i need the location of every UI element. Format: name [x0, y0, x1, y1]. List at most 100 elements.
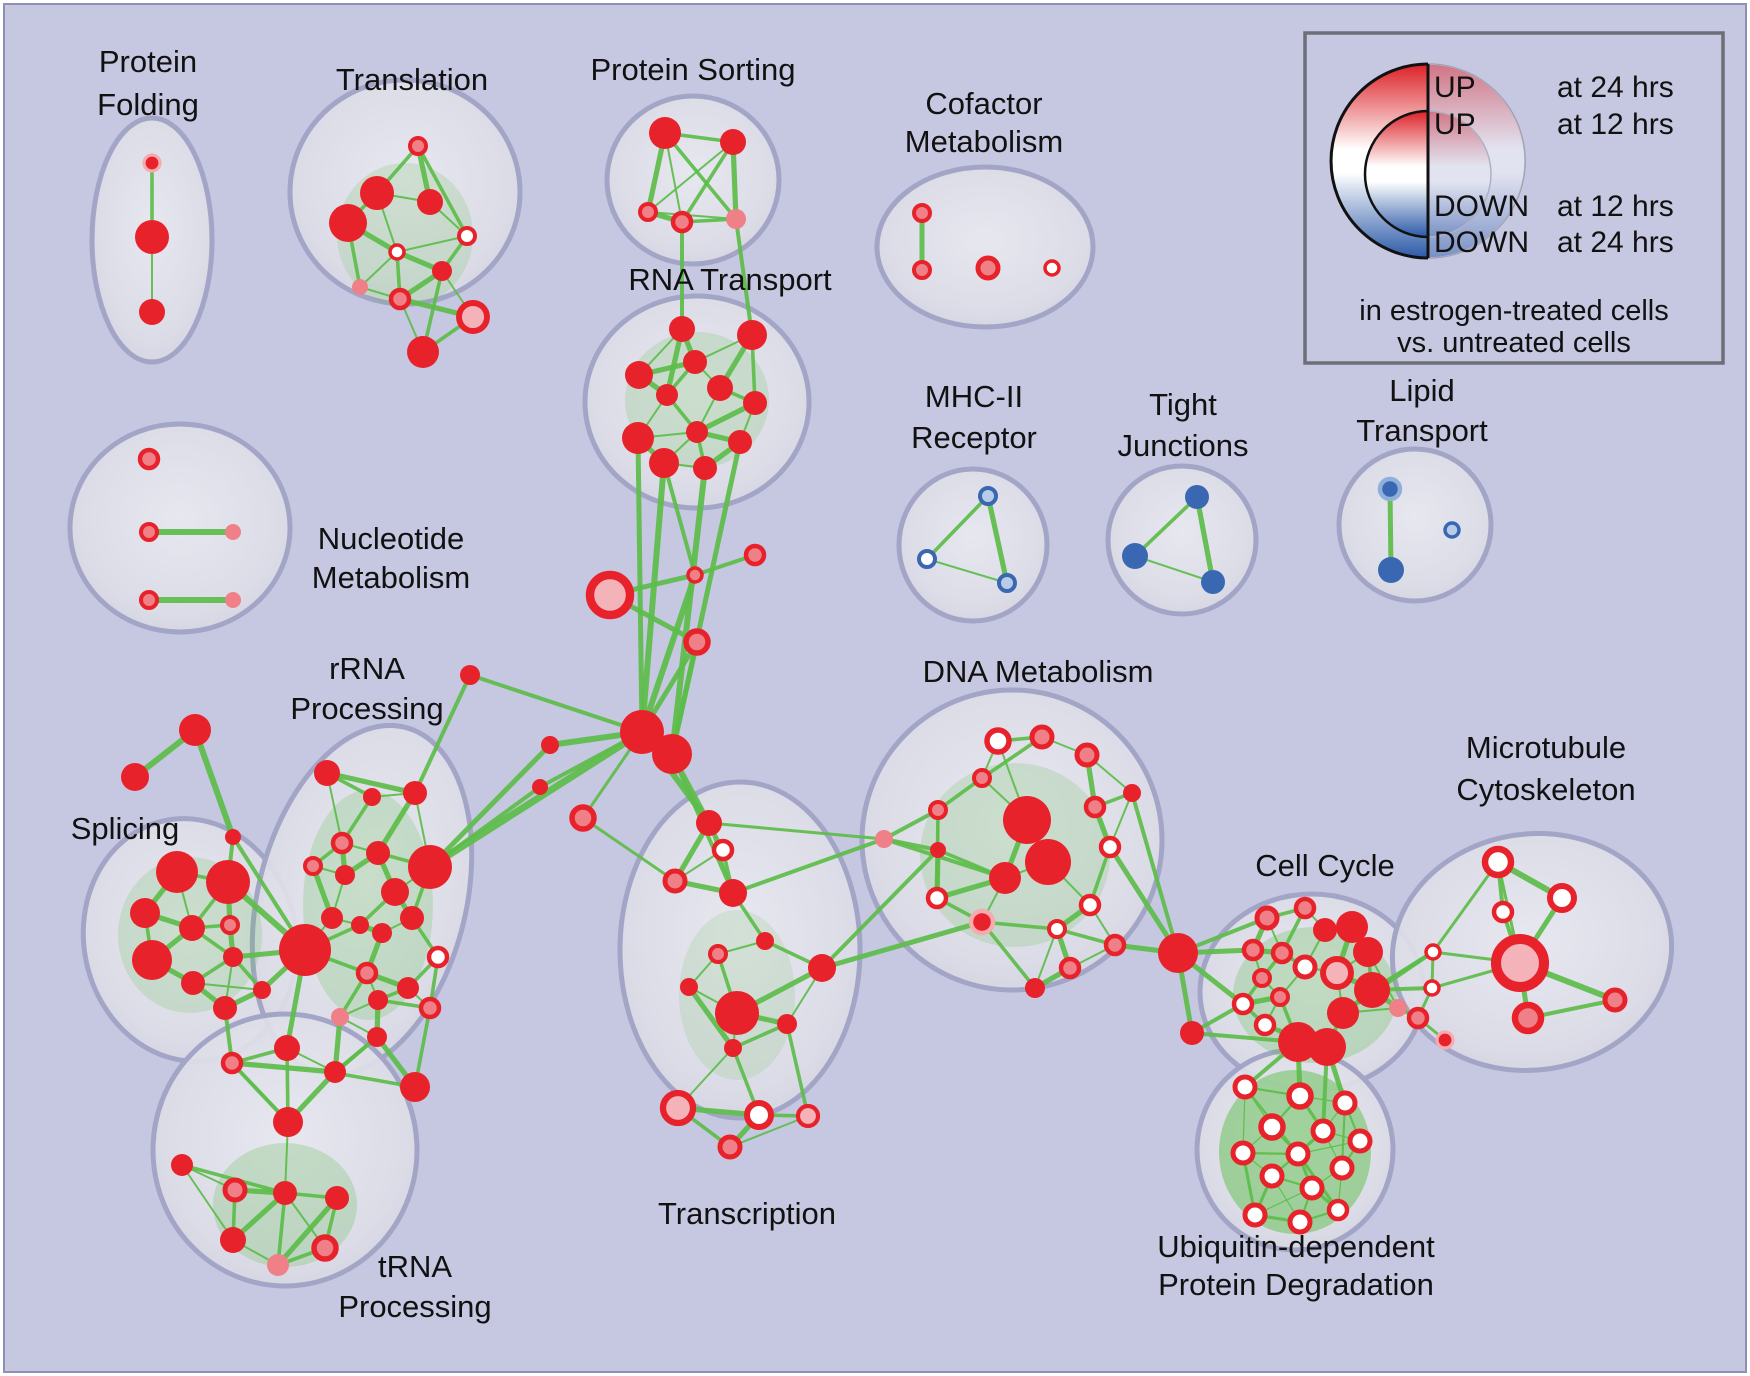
gene-node-nucleotide-metabolism [137, 447, 161, 471]
gene-node-lipid-transport [1443, 521, 1461, 539]
gene-node-trna-processing [274, 1035, 300, 1061]
edge [1194, 494, 1216, 585]
gene-node-tight-junctions [1122, 543, 1148, 569]
gene-node-protein-sorting [649, 117, 681, 149]
gene-node-transcription [659, 1089, 697, 1127]
gene-node-trna-processing [324, 1061, 346, 1083]
cluster-label-line: MHC-II [925, 379, 1023, 414]
gene-node-dna-metabolism [1003, 796, 1051, 844]
gene-node-protein-sorting [638, 202, 658, 222]
gene-node-protein-sorting [720, 129, 746, 155]
gene-node-connectors [875, 830, 893, 848]
cluster-label-line: Junctions [1118, 428, 1249, 463]
cluster-label-line: Splicing [71, 811, 180, 846]
gene-node-splicing [253, 981, 271, 999]
gene-node-cell-cycle [1313, 918, 1337, 942]
legend-caption: in estrogen-treated cells [1359, 295, 1669, 327]
gene-node-translation [456, 300, 490, 334]
gene-node-transcription [708, 944, 728, 964]
gene-node-ubiquitin-degradation [1310, 1118, 1336, 1144]
cluster-label-translation: Translation [336, 62, 488, 97]
edge [468, 673, 644, 734]
cluster-label-line: Processing [290, 691, 443, 726]
gene-node-dna-metabolism [989, 862, 1021, 894]
gene-node-rrna-processing [400, 906, 424, 930]
edge [662, 461, 697, 577]
cluster-label-line: Protein Degradation [1158, 1267, 1434, 1302]
gene-node-rrna-processing [381, 878, 409, 906]
gene-node-cell-cycle [1270, 987, 1290, 1007]
gene-node-cell-cycle [1293, 896, 1317, 920]
legend-direction-label: UP [1434, 108, 1476, 141]
gene-node-rrna-processing [408, 845, 452, 889]
gene-node-cell-cycle [1389, 999, 1407, 1017]
gene-node-cofactor-metabolism [912, 203, 932, 223]
gene-node-connectors [532, 779, 548, 795]
gene-node-cell-cycle [1327, 997, 1359, 1029]
cluster-label-lipid-transport: Lipid Transport [1356, 373, 1488, 448]
cluster-label-rna-transport: RNA Transport [628, 262, 832, 297]
gene-node-dna-metabolism [1074, 742, 1100, 768]
gene-node-cell-cycle [1241, 938, 1265, 962]
cluster-label-rrna-processing: rRNA Processing [290, 651, 443, 726]
edge [413, 673, 472, 795]
cluster-label-microtubule-cytoskeleton: Microtubule Cytoskeleton [1456, 730, 1635, 807]
gene-node-rrna-processing [403, 781, 427, 805]
cluster-label-line: RNA Transport [628, 262, 832, 297]
gene-node-connectors [541, 736, 559, 754]
gene-node-trna-processing [325, 1186, 349, 1210]
gene-node-splicing [223, 947, 243, 967]
edge [985, 493, 1010, 586]
edge [1133, 495, 1199, 558]
cluster-label-line: Cytoskeleton [1456, 772, 1635, 807]
gene-node-protein-folding [135, 220, 169, 254]
edge [416, 144, 469, 238]
cluster-label-cofactor-metabolism: Cofactor Metabolism [905, 86, 1064, 159]
gene-node-tight-junctions [1185, 485, 1209, 509]
edge [396, 235, 468, 253]
gene-node-translation [388, 287, 412, 311]
gene-node-microtubule-cytoskeleton [1435, 1030, 1455, 1050]
edge [639, 460, 667, 735]
gene-node-rrna-processing [397, 977, 419, 999]
edge [181, 1164, 234, 1241]
gene-node-ubiquitin-degradation [1329, 1155, 1355, 1181]
gene-node-trna-processing [311, 1234, 339, 1262]
gene-node-dna-metabolism [1083, 795, 1107, 819]
edge [275, 1195, 340, 1268]
gene-node-ubiquitin-degradation [1287, 1209, 1313, 1235]
edge [1130, 791, 1180, 955]
gene-node-connectors [225, 829, 241, 845]
gene-node-translation [388, 243, 406, 261]
cluster-label-line: Cofactor [925, 86, 1042, 121]
edge [729, 1115, 809, 1148]
gene-node-ubiquitin-degradation [1230, 1140, 1256, 1166]
gene-node-dna-metabolism [1103, 933, 1127, 957]
cluster-label-line: Transport [1356, 413, 1488, 448]
cluster-protein-sorting-ellipse [604, 93, 782, 267]
gene-node-cofactor-metabolism [975, 255, 1001, 281]
edge [663, 131, 738, 221]
gene-node-cofactor-metabolism [912, 260, 932, 280]
gene-node-lipid-transport [1378, 557, 1404, 583]
gene-node-mhc-ii-receptor [978, 486, 998, 506]
cluster-label-transcription: Transcription [658, 1196, 836, 1231]
gene-node-rrna-processing [366, 841, 390, 865]
cluster-label-line: Nucleotide [318, 521, 464, 556]
gene-node-ubiquitin-degradation [1258, 1113, 1286, 1141]
cluster-label-tight-junctions: Tight Junctions [1118, 387, 1249, 463]
cluster-label-line: Protein Sorting [590, 52, 795, 87]
gene-node-microtubule-cytoskeleton [1491, 900, 1515, 924]
gene-node-transcription [715, 991, 759, 1035]
cluster-label-line: DNA Metabolism [923, 654, 1154, 689]
cluster-label-dna-metabolism: DNA Metabolism [923, 654, 1154, 689]
gene-node-rrna-processing [303, 856, 323, 876]
gene-node-trna-processing [273, 1181, 297, 1205]
edge [192, 727, 236, 840]
gene-node-nucleotide-metabolism [225, 524, 241, 540]
edge [1034, 928, 1058, 989]
gene-node-connectors [569, 804, 597, 832]
gene-node-rrna-processing [314, 760, 340, 786]
